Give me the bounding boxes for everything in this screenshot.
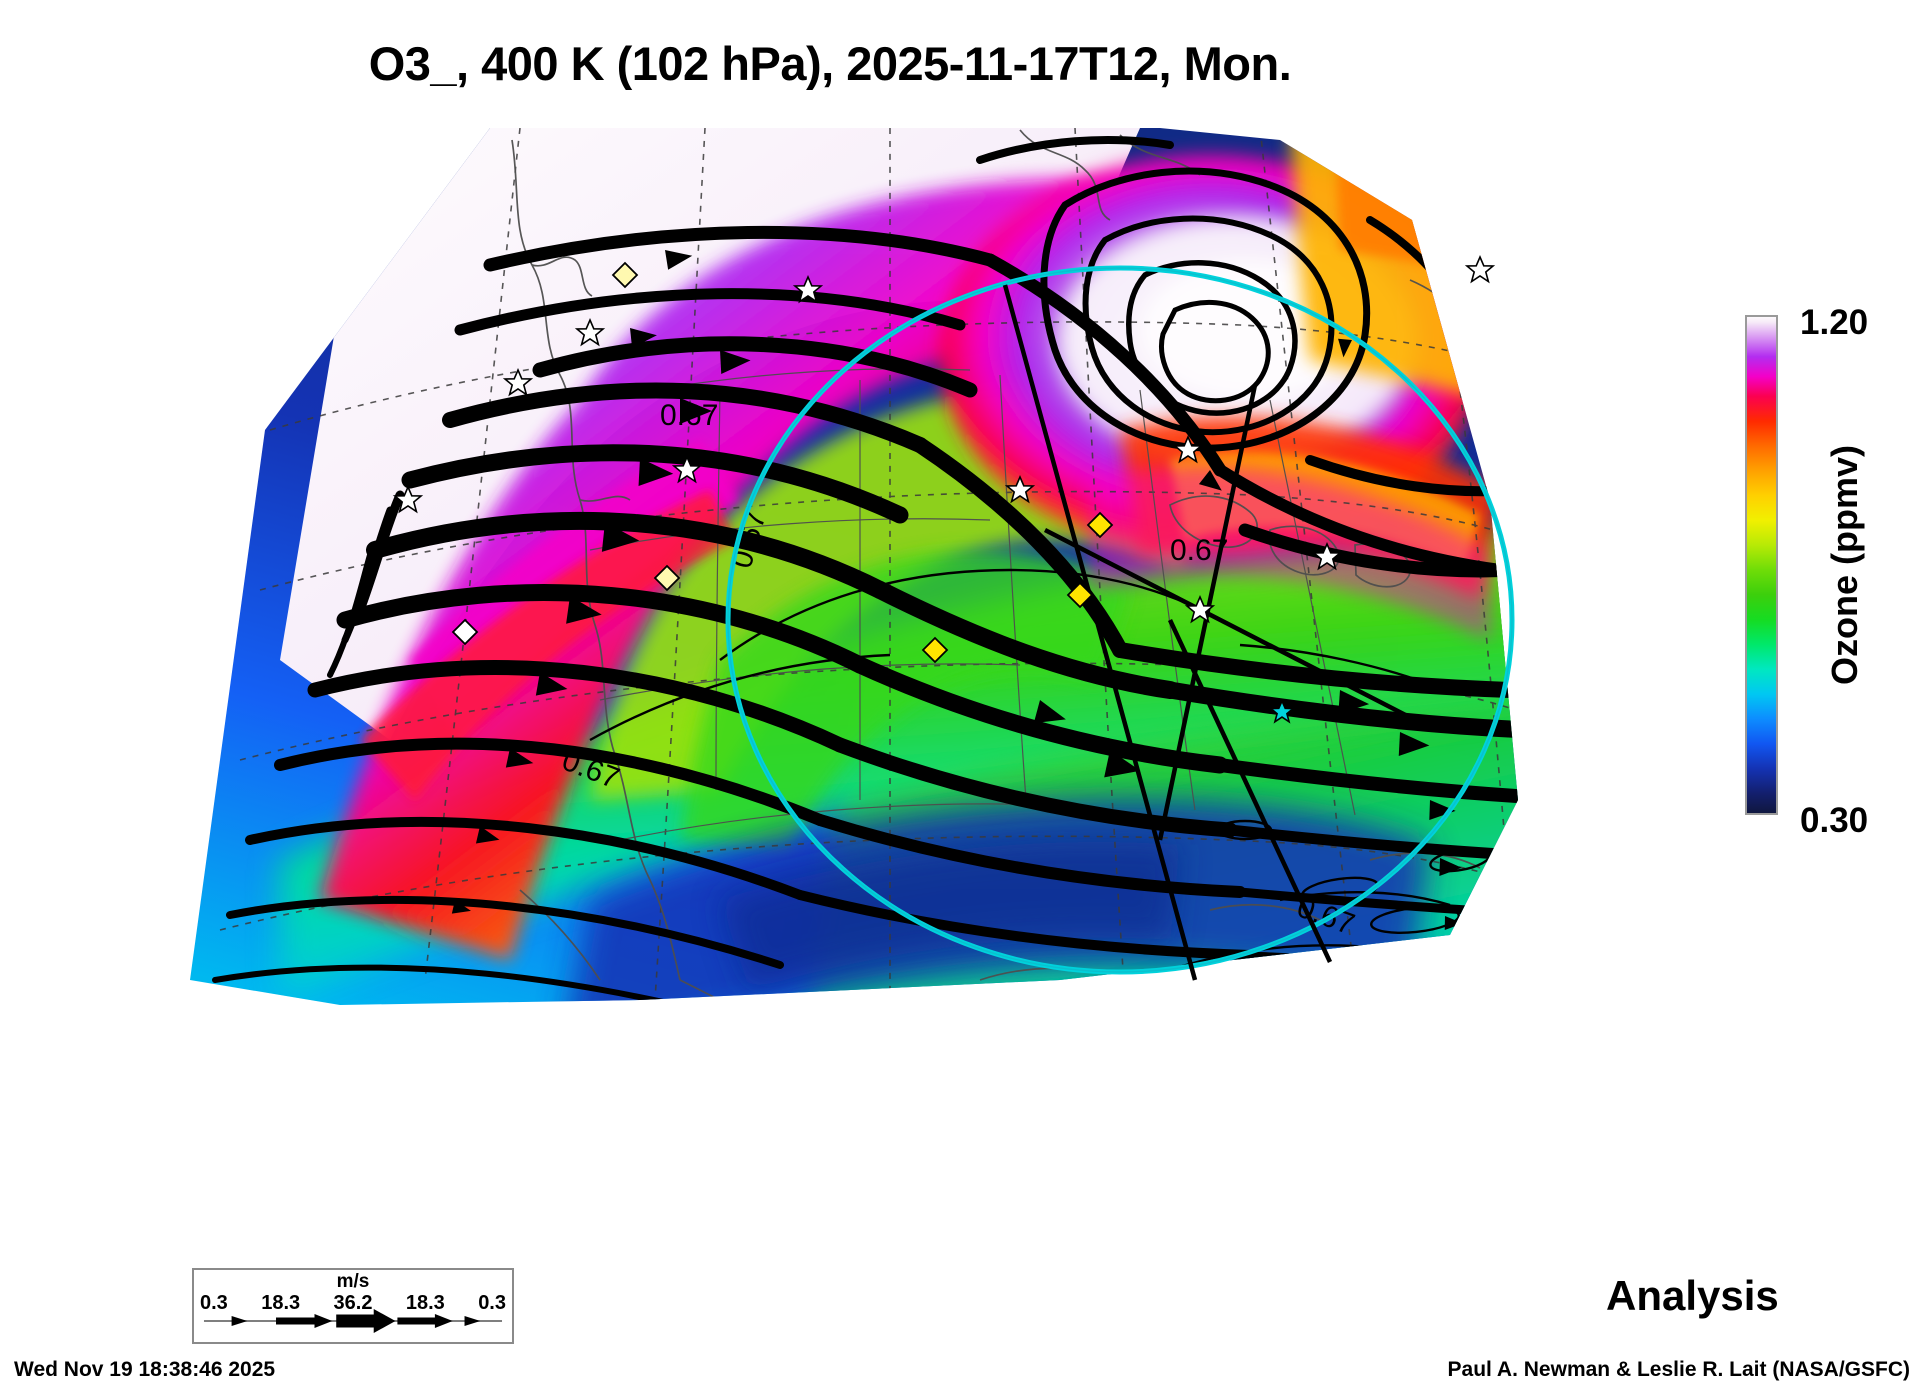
- site-markers[interactable]: [451, 261, 1114, 664]
- wind-legend-value: 0.3: [478, 1292, 506, 1314]
- wind-legend-value: 18.3: [405, 1292, 445, 1314]
- author-credit: Paul A. Newman & Leslie R. Lait (NASA/GS…: [1447, 1358, 1910, 1381]
- colorbar-max-label: 1.20: [1800, 303, 1869, 342]
- star-marker: [574, 317, 606, 347]
- star-marker: [502, 367, 534, 397]
- star-marker: [1464, 254, 1496, 284]
- wind-legend-values: 0.3 18.3 36.2 18.3 0.3: [200, 1292, 506, 1315]
- wind-legend-units: m/s: [336, 1271, 370, 1292]
- diamond-marker: [653, 564, 681, 592]
- star-marker: [1172, 434, 1204, 464]
- colorbar-min-label: 0.30: [1800, 801, 1869, 840]
- diamond-marker: [611, 261, 639, 289]
- wind-legend-arrow-scale: [203, 1309, 503, 1333]
- diamond-marker: [921, 636, 949, 664]
- colorbar-gradient: [1745, 315, 1778, 815]
- flight-tracks: [1002, 284, 1427, 981]
- star-marker: [1268, 698, 1296, 724]
- star-marker: [1311, 541, 1343, 571]
- wind-legend-value: 18.3: [261, 1292, 301, 1314]
- star-marker: [671, 454, 703, 484]
- render-timestamp: Wed Nov 19 18:38:46 2025: [14, 1358, 276, 1381]
- page-title: O3_, 400 K (102 hPa), 2025-11-17T12, Mon…: [368, 37, 1292, 90]
- colorbar-axis-title: Ozone (ppmv): [1824, 445, 1865, 685]
- wind-legend-value: 36.2: [333, 1292, 373, 1314]
- star-marker: [392, 484, 424, 514]
- diamond-marker: [1066, 581, 1094, 609]
- wind-speed-legend: m/s 0.3 18.3 36.2 18.3 0.3: [192, 1268, 514, 1344]
- diamond-marker: [451, 618, 479, 646]
- star-marker: [1184, 594, 1216, 624]
- wind-streamlines: [212, 136, 1518, 1005]
- map-svg[interactable]: 0.67 0.67 0.67 0.67 0.67: [160, 100, 1560, 1180]
- analysis-label: Analysis: [1606, 1272, 1779, 1319]
- wind-legend-value: 0.3: [200, 1292, 228, 1314]
- colorbar: 1.20 0.30 Ozone (ppmv): [1745, 303, 1915, 840]
- map-panel[interactable]: 0.67 0.67 0.67 0.67 0.67: [160, 100, 1560, 1180]
- range-ring: [725, 265, 1515, 975]
- diamond-marker: [1086, 511, 1114, 539]
- streamline-arrowheads: [451, 250, 1463, 930]
- station-markers[interactable]: [392, 254, 1496, 724]
- star-marker: [792, 274, 824, 304]
- star-marker: [1004, 474, 1036, 504]
